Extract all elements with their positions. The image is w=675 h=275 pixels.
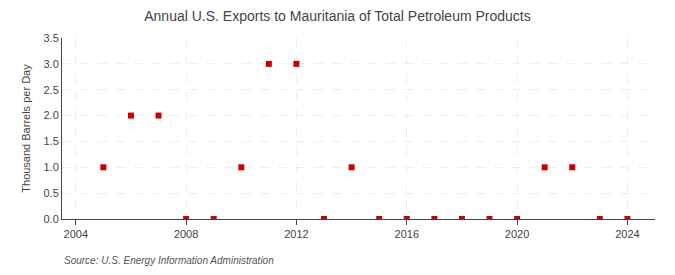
svg-text:2008: 2008 — [174, 228, 198, 240]
svg-text:2004: 2004 — [64, 228, 88, 240]
svg-text:3.0: 3.0 — [44, 58, 59, 70]
svg-text:2.0: 2.0 — [44, 109, 59, 121]
svg-text:2.5: 2.5 — [44, 84, 59, 96]
svg-text:Annual U.S. Exports to Maurita: Annual U.S. Exports to Mauritania of Tot… — [144, 8, 531, 24]
svg-text:Thousand Barrels per Day: Thousand Barrels per Day — [20, 64, 32, 193]
svg-text:Source: U.S. Energy Informatio: Source: U.S. Energy Information Administ… — [64, 255, 274, 266]
svg-text:2024: 2024 — [615, 228, 639, 240]
svg-text:1.0: 1.0 — [44, 161, 59, 173]
svg-text:2016: 2016 — [395, 228, 419, 240]
svg-text:0.0: 0.0 — [44, 213, 59, 225]
svg-text:1.5: 1.5 — [44, 135, 59, 147]
svg-text:3.5: 3.5 — [44, 32, 59, 44]
svg-text:2020: 2020 — [505, 228, 529, 240]
svg-text:0.5: 0.5 — [44, 187, 59, 199]
svg-text:2012: 2012 — [284, 228, 308, 240]
